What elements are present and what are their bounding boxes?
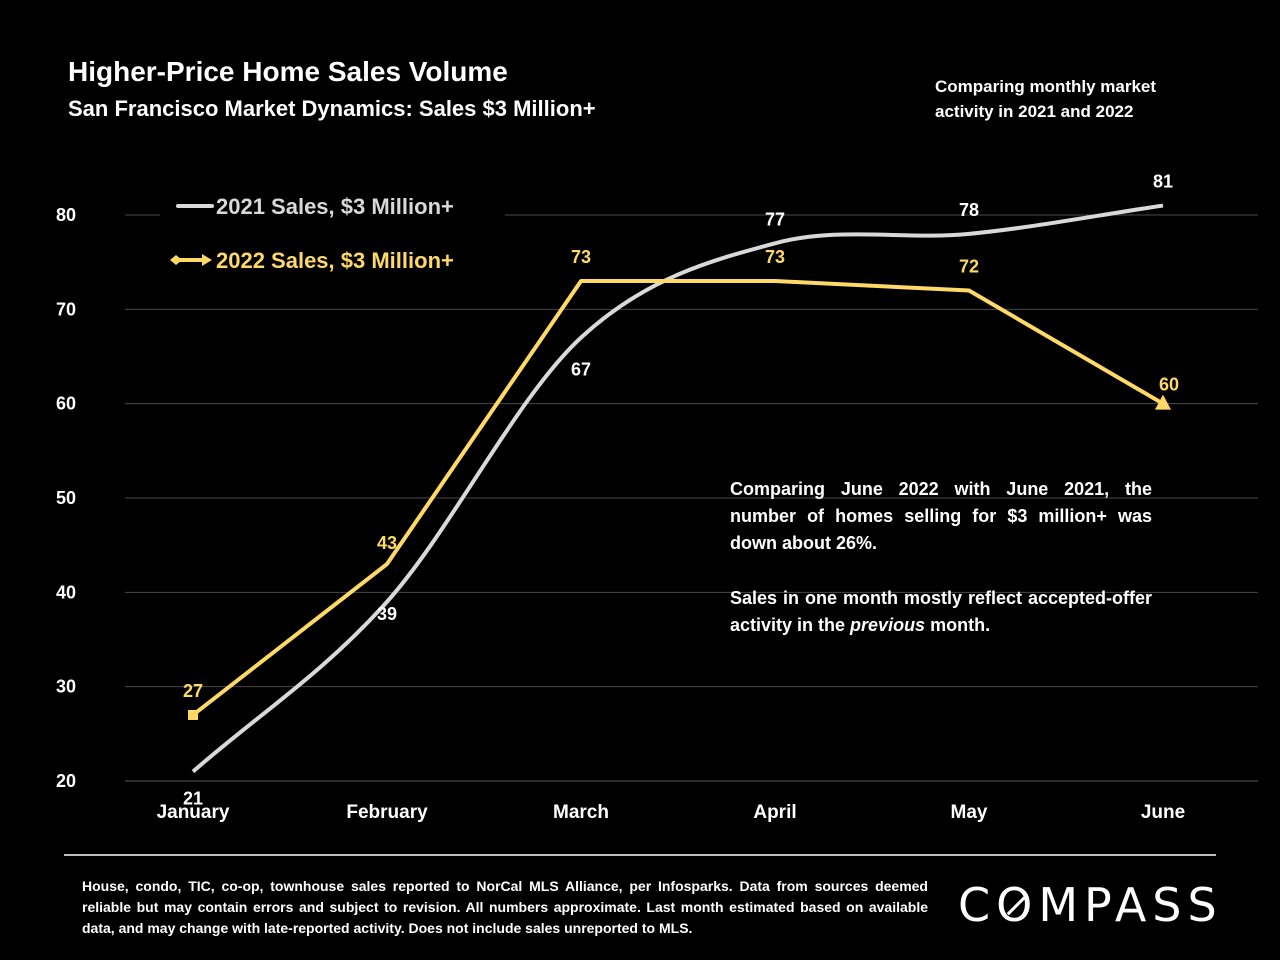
callout-emphasis: previous xyxy=(850,615,926,635)
callout-text: Comparing June 2022 with June 2021, the … xyxy=(730,476,1152,667)
y-tick-label: 40 xyxy=(56,582,76,602)
data-label-2021: 67 xyxy=(571,360,591,380)
x-tick-label: April xyxy=(753,802,796,823)
data-label-2021: 39 xyxy=(377,604,397,624)
legend-2021-label: 2021 Sales, $3 Million+ xyxy=(216,194,454,219)
compass-logo: COMPASS xyxy=(958,878,1223,932)
series-2022-start-marker xyxy=(188,709,198,720)
y-tick-label: 20 xyxy=(56,771,76,791)
data-label-2021: 81 xyxy=(1153,172,1173,192)
comparison-note: Comparing monthly market activity in 202… xyxy=(935,77,1157,121)
callout-paragraph-2: Sales in one month mostly reflect accept… xyxy=(730,585,1152,639)
callout-paragraph-1: Comparing June 2022 with June 2021, the … xyxy=(730,479,1152,553)
data-label-2022: 73 xyxy=(571,247,591,267)
data-label-2021: 78 xyxy=(959,200,979,220)
data-label-2022: 27 xyxy=(183,681,203,701)
x-tick-label: March xyxy=(553,802,609,823)
footer-divider xyxy=(64,854,1216,856)
data-label-2021: 77 xyxy=(765,209,785,229)
series-2022-end-marker xyxy=(1155,394,1171,410)
legend-background xyxy=(160,192,505,277)
data-label-2022: 60 xyxy=(1159,375,1179,395)
y-tick-label: 60 xyxy=(56,394,76,414)
y-tick-label: 70 xyxy=(56,299,76,319)
callout-text-part: Sales in one month mostly reflect accept… xyxy=(730,588,1152,635)
x-tick-label: January xyxy=(157,802,230,823)
x-tick-label: May xyxy=(951,802,988,823)
callout-text-part: month. xyxy=(925,615,991,635)
y-tick-label: 80 xyxy=(56,205,76,225)
footnote: House, condo, TIC, co-op, townhouse sale… xyxy=(82,878,928,936)
chart-title: Higher-Price Home Sales Volume xyxy=(68,56,508,87)
y-tick-label: 50 xyxy=(56,488,76,508)
data-label-2022: 72 xyxy=(959,256,979,276)
x-tick-label: June xyxy=(1141,802,1185,823)
series-2022-line xyxy=(191,279,1165,717)
data-label-2022: 73 xyxy=(765,247,785,267)
data-label-2022: 43 xyxy=(377,533,397,553)
legend-2022-label: 2022 Sales, $3 Million+ xyxy=(216,248,454,273)
y-tick-label: 30 xyxy=(56,677,76,697)
legend-2022-arrow xyxy=(202,254,212,266)
chart-subtitle: San Francisco Market Dynamics: Sales $3 … xyxy=(68,96,596,121)
series-2021-line xyxy=(191,203,1164,774)
legend-2022-diamond xyxy=(170,255,182,265)
line-chart: 20 30 40 50 60 70 80 January February March April M… xyxy=(56,172,1258,823)
data-label-2021: 21 xyxy=(183,789,203,809)
x-tick-label: February xyxy=(346,802,428,823)
